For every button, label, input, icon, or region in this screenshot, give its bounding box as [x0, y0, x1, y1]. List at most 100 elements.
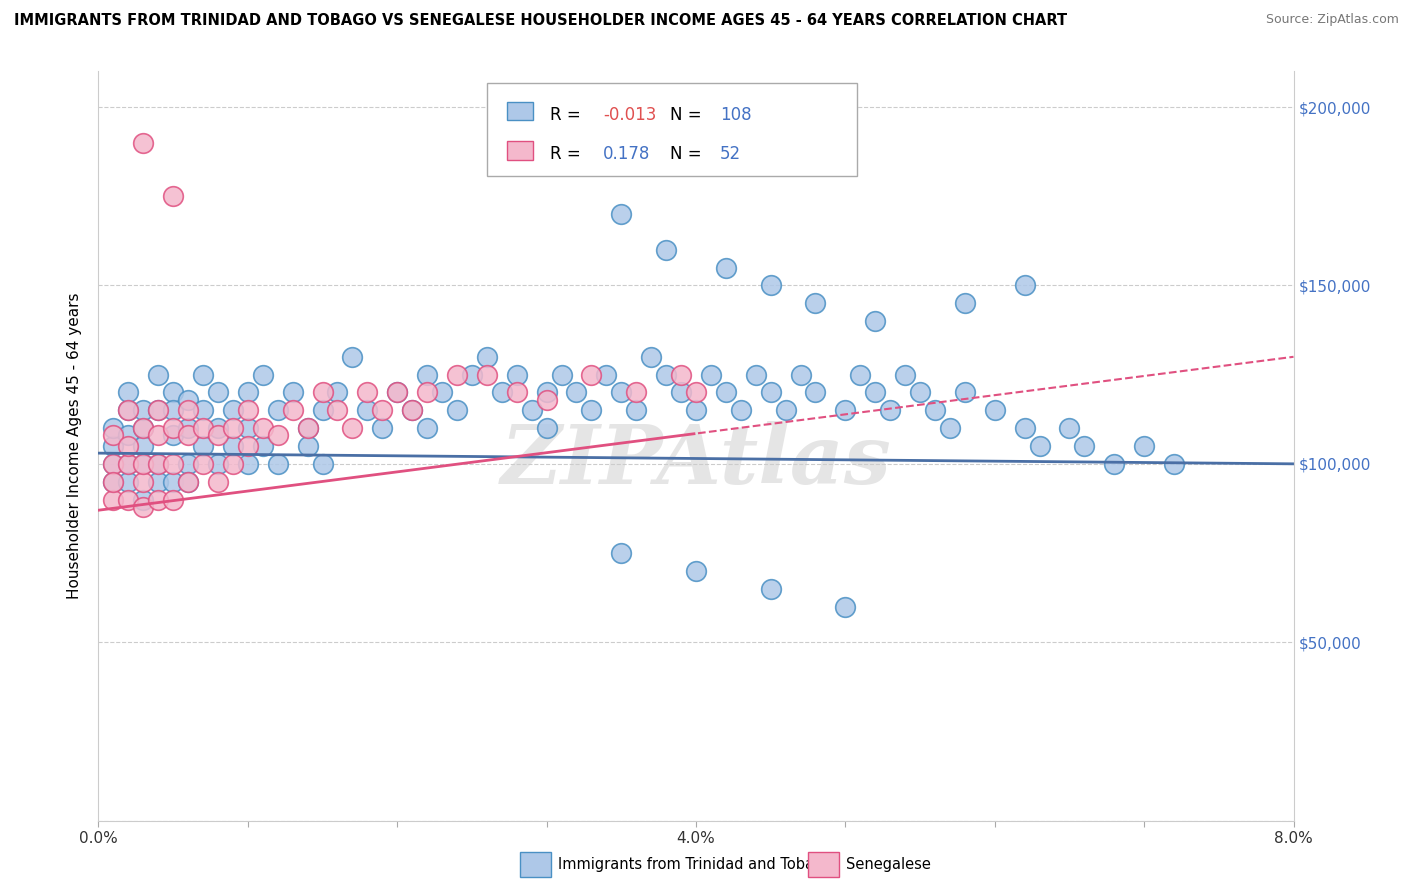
Point — [297, 421, 319, 435]
Point — [222, 421, 245, 435]
Point — [252, 421, 274, 435]
Point — [849, 368, 872, 382]
Point — [385, 385, 409, 400]
Point — [834, 403, 856, 417]
Point — [148, 475, 170, 489]
Point — [103, 421, 125, 435]
Point — [385, 385, 409, 400]
Y-axis label: Householder Income Ages 45 - 64 years: Householder Income Ages 45 - 64 years — [67, 293, 83, 599]
Point — [148, 368, 170, 382]
Point — [103, 457, 125, 471]
Point — [311, 403, 333, 417]
Point — [177, 392, 200, 407]
Point — [416, 385, 439, 400]
Point — [1163, 457, 1185, 471]
Point — [117, 457, 139, 471]
Point — [565, 385, 588, 400]
Point — [222, 439, 245, 453]
Point — [1028, 439, 1050, 453]
Point — [626, 403, 648, 417]
Point — [430, 385, 453, 400]
Point — [267, 457, 290, 471]
Point — [581, 403, 603, 417]
Point — [132, 421, 155, 435]
Point — [669, 368, 692, 382]
Point — [177, 428, 200, 442]
Point — [162, 457, 184, 471]
Point — [191, 421, 214, 435]
Point — [520, 403, 543, 417]
Point — [117, 403, 139, 417]
Point — [236, 457, 259, 471]
Point — [342, 350, 364, 364]
Point — [356, 403, 378, 417]
Point — [804, 296, 827, 310]
Point — [879, 403, 901, 417]
Point — [103, 428, 125, 442]
Point — [103, 475, 125, 489]
Point — [759, 278, 782, 293]
Point — [177, 475, 200, 489]
Point — [865, 314, 887, 328]
Text: Senegalese: Senegalese — [846, 857, 931, 871]
Point — [162, 385, 184, 400]
Point — [207, 475, 229, 489]
Point — [536, 421, 558, 435]
Point — [162, 492, 184, 507]
Point — [103, 439, 125, 453]
Point — [416, 421, 439, 435]
Point — [655, 368, 678, 382]
Point — [326, 403, 349, 417]
Point — [162, 428, 184, 442]
Point — [610, 385, 633, 400]
Point — [207, 421, 229, 435]
Point — [207, 385, 229, 400]
Point — [132, 475, 155, 489]
Text: Source: ZipAtlas.com: Source: ZipAtlas.com — [1265, 13, 1399, 27]
Point — [506, 368, 529, 382]
Point — [267, 403, 290, 417]
Point — [103, 475, 125, 489]
Point — [461, 368, 484, 382]
Point — [148, 457, 170, 471]
Text: N =: N = — [669, 105, 707, 124]
Point — [714, 385, 737, 400]
Point — [759, 385, 782, 400]
Point — [132, 421, 155, 435]
Point — [595, 368, 617, 382]
Point — [908, 385, 931, 400]
Point — [506, 385, 529, 400]
Point — [1133, 439, 1156, 453]
Point — [132, 457, 155, 471]
Point — [1104, 457, 1126, 471]
Point — [326, 385, 349, 400]
Point — [669, 385, 692, 400]
Point — [207, 457, 229, 471]
Point — [610, 207, 633, 221]
Point — [759, 582, 782, 596]
Point — [685, 403, 707, 417]
Point — [207, 428, 229, 442]
Point — [148, 428, 170, 442]
Point — [640, 350, 662, 364]
Point — [894, 368, 917, 382]
Text: 0.178: 0.178 — [603, 145, 650, 163]
Point — [984, 403, 1007, 417]
Point — [117, 428, 139, 442]
Point — [789, 368, 811, 382]
Point — [132, 457, 155, 471]
Point — [191, 368, 214, 382]
FancyBboxPatch shape — [486, 83, 858, 177]
Point — [1073, 439, 1095, 453]
Point — [132, 439, 155, 453]
Text: R =: R = — [550, 145, 586, 163]
Point — [222, 457, 245, 471]
Point — [626, 385, 648, 400]
Text: IMMIGRANTS FROM TRINIDAD AND TOBAGO VS SENEGALESE HOUSEHOLDER INCOME AGES 45 - 6: IMMIGRANTS FROM TRINIDAD AND TOBAGO VS S… — [14, 13, 1067, 29]
Point — [834, 599, 856, 614]
Point — [924, 403, 946, 417]
Point — [745, 368, 768, 382]
Point — [581, 368, 603, 382]
Point — [148, 403, 170, 417]
Point — [311, 457, 333, 471]
